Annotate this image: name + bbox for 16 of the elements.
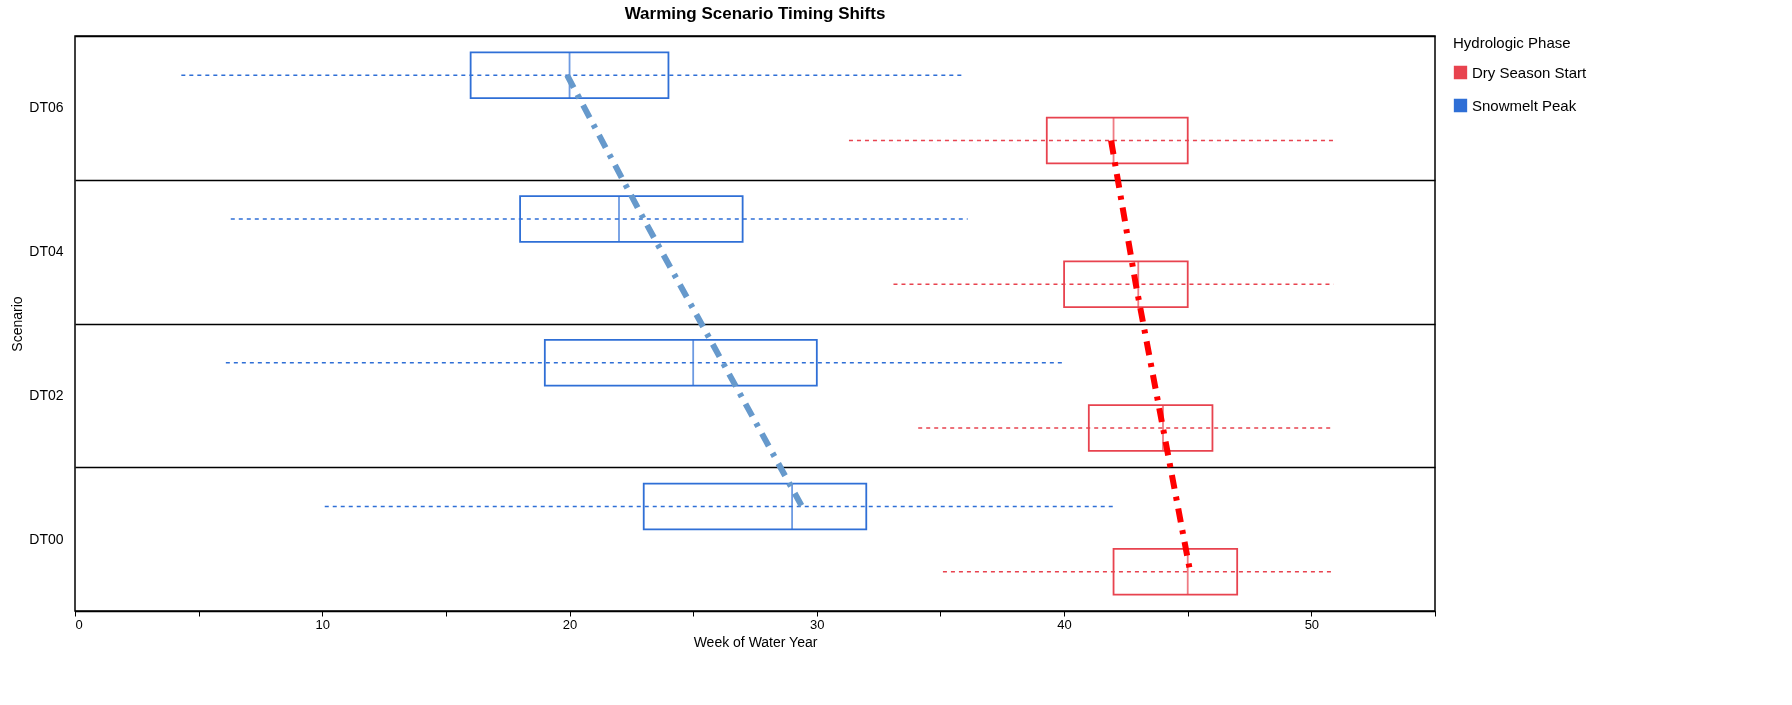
x-tick-label: 30 [810,616,825,632]
x-tick-label: 40 [1057,616,1072,632]
x-tick-label: 50 [1304,616,1320,632]
x-tick-label: 10 [315,616,331,632]
y-tick-label: DT04 [29,243,64,260]
legend-label: Snowmelt Peak [1472,96,1577,114]
x-tick-label: 0 [75,616,83,632]
y-tick-label: DT06 [29,99,64,116]
chart-title: Warming Scenario Timing Shifts [624,4,886,23]
legend-label: Dry Season Start [1472,63,1588,81]
legend-title: Hydrologic Phase [1453,34,1571,51]
y-axis-title: Scenario [9,296,26,352]
x-axis-title: Week of Water Year [693,633,818,650]
x-tick-label: 20 [562,616,578,632]
y-tick-label: DT02 [29,386,64,403]
y-tick-label: DT00 [29,530,64,547]
